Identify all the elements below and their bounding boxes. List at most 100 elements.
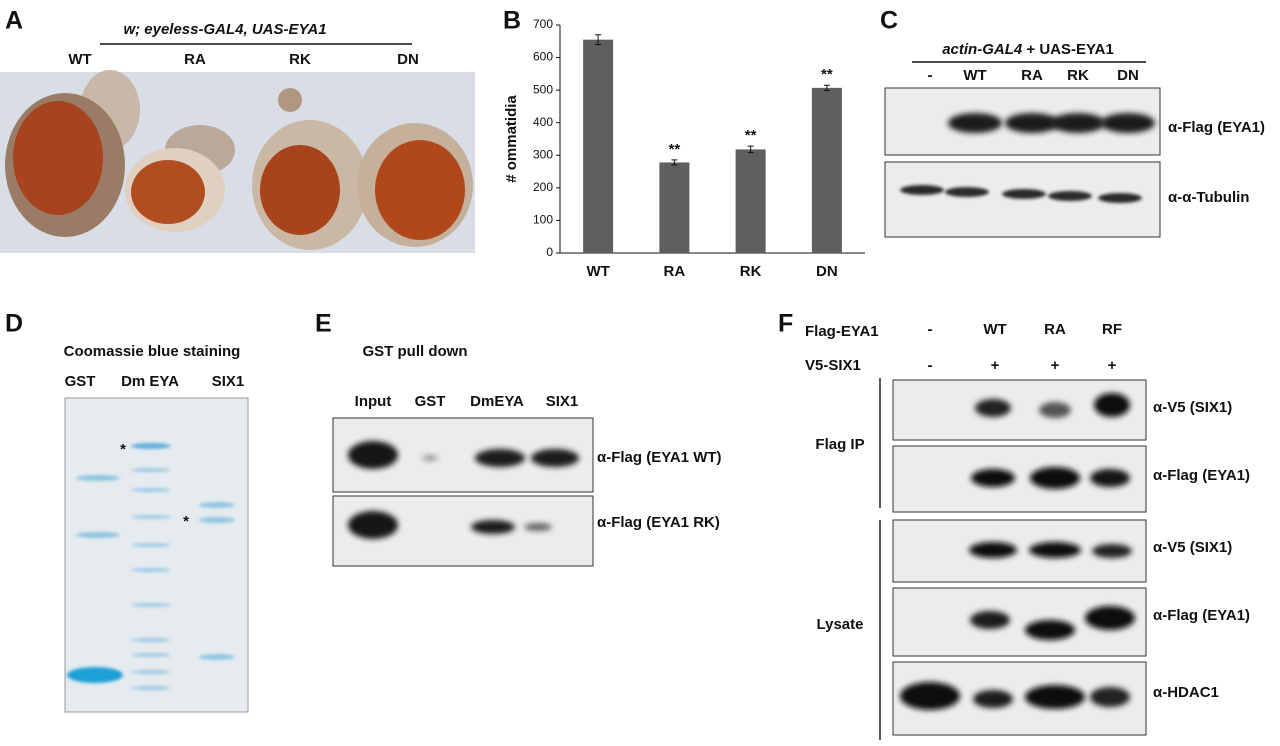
y-tick-label: 200 xyxy=(533,180,553,194)
band xyxy=(1098,193,1142,203)
band xyxy=(471,520,515,534)
row-label: V5-SIX1 xyxy=(805,357,861,374)
band xyxy=(1002,189,1046,199)
panel-title: Coomassie blue staining xyxy=(64,343,241,360)
marker: * xyxy=(120,441,126,458)
y-tick-label: 400 xyxy=(533,115,553,129)
panel-label: C xyxy=(880,7,898,35)
blot-label: α-V5 (SIX1) xyxy=(1153,539,1232,556)
band xyxy=(76,475,120,481)
bands xyxy=(67,113,1155,710)
band xyxy=(131,638,171,642)
error-bar xyxy=(595,34,602,46)
panel-label: B xyxy=(503,7,521,35)
band xyxy=(975,399,1011,417)
lane-label: + xyxy=(1051,357,1060,374)
panel-label: F xyxy=(778,310,793,338)
band xyxy=(1005,113,1059,133)
band xyxy=(900,682,960,710)
band xyxy=(131,603,171,607)
band xyxy=(131,653,171,657)
blot-label: α-Flag (EYA1) xyxy=(1153,607,1250,624)
band xyxy=(1025,685,1085,709)
lane-label: RA xyxy=(1021,67,1043,84)
blot-label: α-Flag (EYA1 RK) xyxy=(597,514,720,531)
x-tick-label: RA xyxy=(664,263,686,280)
band xyxy=(1029,542,1081,558)
y-tick-label: 600 xyxy=(533,50,553,64)
lane-label: SIX1 xyxy=(546,393,579,410)
lane-label: RA xyxy=(1044,321,1066,338)
lane-label: SIX1 xyxy=(212,373,245,390)
band xyxy=(969,542,1017,558)
blot-label: α-Flag (EYA1) xyxy=(1153,467,1250,484)
lane-label: RF xyxy=(1102,321,1122,338)
lane-label: - xyxy=(928,321,933,338)
genotype: actin-GAL4 + UAS-EYA1 xyxy=(942,41,1114,58)
genotype: w; eyeless-GAL4, UAS-EYA1 xyxy=(123,21,326,38)
lane-label: Input xyxy=(355,393,392,410)
band xyxy=(973,690,1013,708)
band xyxy=(1090,687,1130,707)
band xyxy=(971,469,1015,487)
band xyxy=(76,532,120,538)
band xyxy=(199,654,235,660)
band xyxy=(1030,467,1080,489)
panel-title: GST pull down xyxy=(363,343,468,360)
band xyxy=(131,686,171,690)
marker: * xyxy=(183,513,189,530)
band xyxy=(67,667,123,683)
band xyxy=(900,185,944,195)
x-tick-label: RK xyxy=(740,263,762,280)
band xyxy=(1101,113,1155,133)
lane-label: GST xyxy=(65,373,96,390)
lane-label: GST xyxy=(415,393,446,410)
bar xyxy=(659,162,690,253)
genotype-part: actin-GAL4 xyxy=(942,41,1023,58)
lane-label: WT xyxy=(983,321,1006,338)
y-tick-label: 300 xyxy=(533,147,553,161)
bar xyxy=(811,87,842,253)
bar xyxy=(583,39,614,254)
lane-label: DN xyxy=(1117,67,1139,84)
panel-label: E xyxy=(315,310,332,338)
panel-label: A xyxy=(5,7,23,35)
blot-label: α-HDAC1 xyxy=(1153,684,1219,701)
blot-label: α-α-Tubulin xyxy=(1168,189,1249,206)
band xyxy=(131,443,171,449)
y-tick-label: 0 xyxy=(546,245,553,259)
lane-label: RA xyxy=(184,51,206,68)
genotype-part: + UAS-EYA1 xyxy=(1026,41,1113,58)
y-axis-label: # ommatidia xyxy=(503,95,520,183)
band xyxy=(131,543,171,547)
significance: ** xyxy=(745,127,757,144)
y-tick-label: 500 xyxy=(533,82,553,96)
y-tick-label: 100 xyxy=(533,213,553,227)
band xyxy=(970,611,1010,629)
lane-label: WT xyxy=(963,67,986,84)
band xyxy=(131,468,171,472)
band xyxy=(199,517,235,523)
blot-label: α-Flag (EYA1 WT) xyxy=(597,449,722,466)
band xyxy=(1048,191,1092,201)
band xyxy=(945,187,989,197)
band xyxy=(1039,402,1071,418)
y-tick-label: 700 xyxy=(533,17,553,31)
band xyxy=(475,449,525,467)
band xyxy=(348,511,398,539)
significance: ** xyxy=(669,141,681,158)
lane-label: WT xyxy=(68,51,91,68)
band xyxy=(1094,393,1130,417)
lane-label: RK xyxy=(1067,67,1089,84)
lane-label: Dm EYA xyxy=(121,373,179,390)
band xyxy=(131,515,171,519)
band xyxy=(524,523,552,531)
lane-label: RK xyxy=(289,51,311,68)
band xyxy=(948,113,1002,133)
band xyxy=(1092,544,1132,558)
band xyxy=(531,449,579,467)
band xyxy=(131,568,171,572)
band xyxy=(199,502,235,508)
lane-label: + xyxy=(991,357,1000,374)
